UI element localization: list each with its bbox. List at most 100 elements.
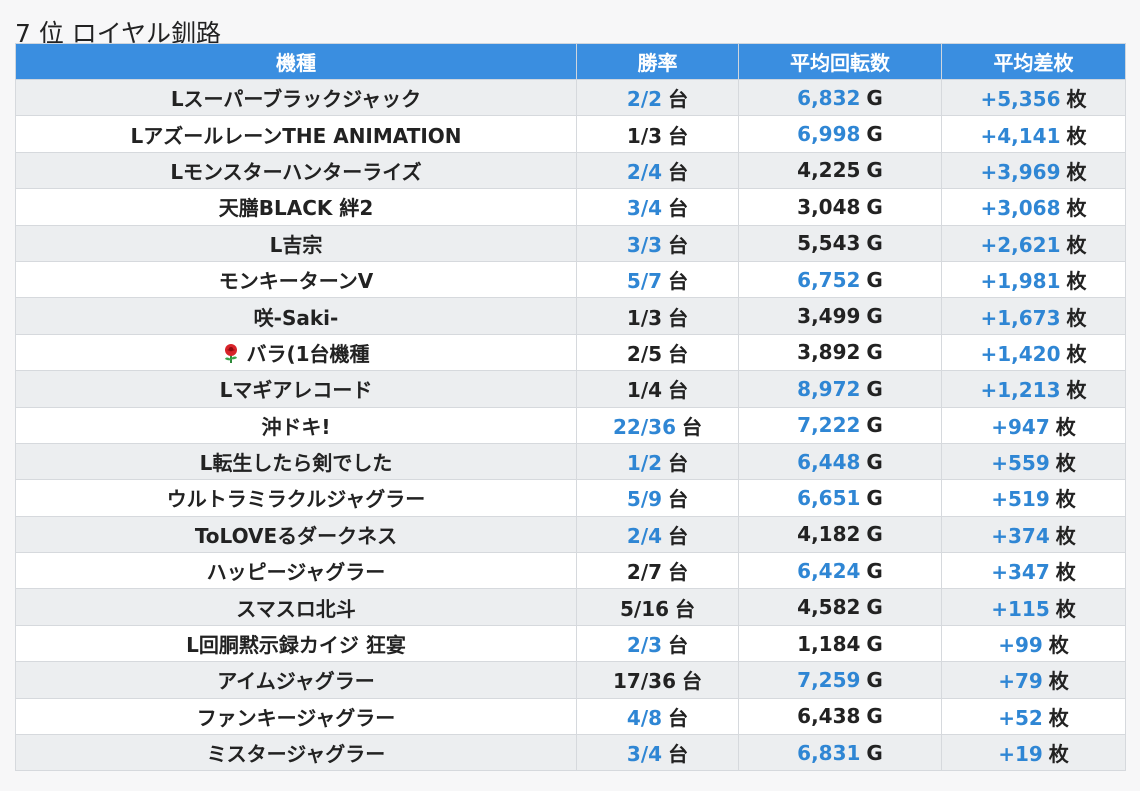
avg-diff-value[interactable]: +1,673 — [980, 305, 1061, 330]
avg-diff-cell: +3,969 枚 — [941, 151, 1126, 190]
win-rate-value[interactable]: 3/4 — [626, 196, 663, 221]
win-rate-unit: 台 — [668, 487, 689, 512]
table-row: 天膳BLACK 絆2 3/4 台 3,048 G +3,068 枚 — [15, 188, 1126, 226]
avg-diff-value[interactable]: +559 — [991, 451, 1050, 476]
win-rate-value[interactable]: 1/2 — [626, 451, 663, 476]
table-row: 咲-Saki- 1/3 台 3,499 G +1,673 枚 — [15, 297, 1126, 335]
avg-spins-cell: 3,892 G — [738, 333, 942, 372]
avg-spins-unit: G — [866, 558, 883, 583]
machine-name[interactable]: L転生したら剣でした — [199, 451, 393, 476]
avg-diff-value[interactable]: +5,356 — [980, 87, 1061, 112]
avg-diff-unit: 枚 — [1066, 123, 1087, 148]
win-rate-value[interactable]: 5/7 — [626, 269, 663, 294]
machine-name[interactable]: 天膳BLACK 絆2 — [218, 196, 374, 221]
avg-diff-unit: 枚 — [1048, 633, 1069, 658]
avg-spins-unit: G — [866, 267, 883, 292]
machine-name[interactable]: ミスタージャグラー — [206, 742, 386, 767]
machine-name[interactable]: 咲-Saki- — [253, 305, 339, 330]
avg-spins-cell: 6,651 G — [738, 479, 942, 517]
header-avg-spins: 平均回転数 — [738, 43, 942, 80]
avg-diff-value[interactable]: +3,969 — [980, 159, 1061, 184]
table-row: モンキーターンV 5/7 台 6,752 G +1,981 枚 — [15, 260, 1126, 299]
machine-cell: ウルトラミラクルジャグラー — [15, 479, 577, 517]
avg-diff-value[interactable]: +1,213 — [980, 378, 1061, 403]
avg-spins-value[interactable]: 6,651 — [797, 485, 861, 510]
win-rate-value[interactable]: 2/3 — [626, 633, 663, 658]
avg-diff-cell: +5,356 枚 — [941, 78, 1126, 117]
machine-name[interactable]: Lスーパーブラックジャック — [170, 87, 422, 112]
machine-name[interactable]: 沖ドキ! — [261, 414, 331, 439]
machine-name[interactable]: バラ(1台機種 — [246, 341, 370, 366]
machine-name[interactable]: モンキーターンV — [218, 269, 374, 294]
avg-diff-value[interactable]: +519 — [991, 487, 1050, 512]
machine-name[interactable]: L吉宗 — [269, 232, 323, 257]
machine-name[interactable]: Lマギアレコード — [219, 378, 373, 403]
win-rate-value[interactable]: 4/8 — [626, 705, 663, 730]
avg-spins-value[interactable]: 6,424 — [797, 558, 861, 583]
avg-diff-unit: 枚 — [1055, 523, 1076, 548]
win-rate-value[interactable]: 2/2 — [626, 87, 663, 112]
avg-diff-value[interactable]: +4,141 — [980, 123, 1061, 148]
win-rate-cell: 3/3 台 — [576, 224, 739, 262]
machine-name[interactable]: L回胴黙示録カイジ 狂宴 — [186, 633, 406, 658]
machine-name[interactable]: ToLOVEるダークネス — [194, 523, 398, 548]
table-row: L転生したら剣でした 1/2 台 6,448 G +559 枚 — [15, 442, 1126, 481]
avg-diff-value[interactable]: +79 — [998, 669, 1043, 694]
avg-spins-value[interactable]: 6,752 — [797, 267, 861, 292]
table-row: アイムジャグラー 17/36 台 7,259 G +79 枚 — [15, 661, 1126, 699]
avg-diff-value[interactable]: +374 — [991, 523, 1050, 548]
avg-diff-value[interactable]: +19 — [998, 742, 1043, 767]
table-row: LアズールレーンTHE ANIMATION 1/3 台 6,998 G +4,141 枚 — [15, 115, 1126, 153]
win-rate-value[interactable]: 5/9 — [626, 487, 663, 512]
machine-cell: Lマギアレコード — [15, 370, 577, 408]
avg-diff-value[interactable]: +115 — [991, 596, 1050, 621]
machine-name[interactable]: ファンキージャグラー — [196, 705, 396, 730]
win-rate-value[interactable]: 2/4 — [626, 523, 663, 548]
avg-spins-value[interactable]: 7,259 — [797, 667, 861, 692]
avg-spins-value[interactable]: 8,972 — [797, 376, 861, 401]
win-rate-unit: 台 — [668, 196, 689, 221]
table-row: ミスタージャグラー 3/4 台 6,831 G +19 枚 — [15, 734, 1126, 772]
avg-diff-value[interactable]: +99 — [998, 633, 1043, 658]
machine-cell: バラ(1台機種 — [15, 333, 577, 372]
machine-name[interactable]: Lモンスターハンターライズ — [170, 159, 422, 184]
win-rate-value: 1/3 — [626, 305, 663, 330]
win-rate-value[interactable]: 22/36 — [613, 414, 676, 439]
machine-cell: 沖ドキ! — [15, 406, 577, 444]
avg-spins-value: 3,048 — [797, 194, 861, 219]
avg-diff-value[interactable]: +347 — [991, 560, 1050, 585]
avg-spins-value[interactable]: 6,831 — [797, 740, 861, 765]
avg-diff-value[interactable]: +1,420 — [980, 341, 1061, 366]
avg-diff-value[interactable]: +2,621 — [980, 232, 1061, 257]
win-rate-value[interactable]: 3/3 — [626, 232, 663, 257]
table-row: L回胴黙示録カイジ 狂宴 2/3 台 1,184 G +99 枚 — [15, 624, 1126, 663]
win-rate-value[interactable]: 2/4 — [626, 159, 663, 184]
machine-cell: アイムジャグラー — [15, 661, 577, 699]
avg-diff-value[interactable]: +52 — [998, 705, 1043, 730]
avg-diff-cell: +4,141 枚 — [941, 115, 1126, 153]
avg-diff-value[interactable]: +1,981 — [980, 269, 1061, 294]
avg-spins-cell: 6,831 G — [738, 734, 942, 772]
avg-spins-value[interactable]: 7,222 — [797, 413, 861, 438]
table-header-row: 機種 勝率 平均回転数 平均差枚 — [15, 43, 1126, 80]
machine-name[interactable]: LアズールレーンTHE ANIMATION — [130, 123, 462, 148]
win-rate-unit: 台 — [668, 159, 689, 184]
avg-spins-value[interactable]: 6,998 — [797, 122, 861, 147]
win-rate-value: 1/3 — [626, 123, 663, 148]
avg-diff-value[interactable]: +3,068 — [980, 196, 1061, 221]
avg-diff-unit: 枚 — [1066, 232, 1087, 257]
avg-diff-value[interactable]: +947 — [991, 414, 1050, 439]
win-rate-value: 1/4 — [626, 378, 663, 403]
avg-spins-value[interactable]: 6,448 — [797, 449, 861, 474]
win-rate-value[interactable]: 3/4 — [626, 742, 663, 767]
avg-diff-unit: 枚 — [1048, 669, 1069, 694]
avg-diff-cell: +519 枚 — [941, 479, 1126, 517]
avg-spins-value[interactable]: 6,832 — [797, 85, 861, 110]
machine-name[interactable]: ハッピージャグラー — [206, 560, 386, 585]
machine-name[interactable]: スマスロ北斗 — [236, 596, 356, 621]
table-body: Lスーパーブラックジャック 2/2 台 6,832 G +5,356 枚 LアズールレーンTH… — [15, 78, 1126, 772]
machine-name[interactable]: アイムジャグラー — [217, 669, 375, 694]
machine-name[interactable]: ウルトラミラクルジャグラー — [166, 487, 426, 512]
avg-spins-cell: 6,448 G — [738, 442, 942, 481]
win-rate-unit: 台 — [675, 596, 696, 621]
